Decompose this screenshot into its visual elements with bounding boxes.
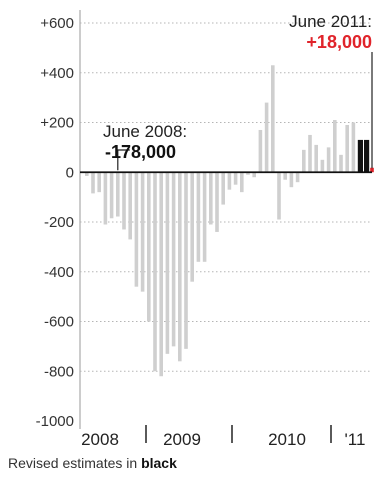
june-2008-label: June 2008:: [103, 122, 187, 141]
bar-monthly: [271, 65, 275, 173]
bar-monthly: [252, 172, 256, 178]
bar-monthly: [116, 172, 120, 217]
bar-monthly: [134, 172, 139, 287]
bar-revised: [364, 139, 370, 173]
bar-monthly: [233, 172, 238, 185]
bar-monthly: [165, 172, 170, 354]
bar-monthly: [128, 172, 132, 240]
bar-monthly: [320, 159, 325, 173]
bar-monthly: [302, 149, 306, 173]
footnote-prefix: Revised estimates in: [8, 455, 142, 471]
bar-monthly: [345, 124, 349, 173]
bar-monthly: [221, 172, 225, 205]
bar-monthly: [209, 172, 213, 225]
bar-monthly: [339, 154, 343, 173]
y-tick-label: -800: [44, 363, 74, 380]
bar-monthly: [283, 172, 287, 180]
bar-monthly: [103, 172, 108, 225]
bar-monthly: [326, 147, 331, 173]
y-tick-label: +600: [40, 15, 74, 32]
bar-monthly: [147, 172, 151, 322]
bar-monthly: [91, 172, 95, 194]
bar-monthly: [196, 172, 201, 262]
bar-monthly: [295, 172, 300, 183]
bar-monthly: [258, 129, 263, 173]
bar-monthly: [171, 172, 176, 347]
bar-monthly: [140, 172, 145, 292]
bar-monthly: [227, 172, 232, 190]
y-tick-label: -200: [44, 214, 74, 231]
bar-monthly: [314, 144, 318, 173]
june-2011-value: +18,000: [306, 32, 372, 52]
june-2008-leader: [117, 149, 130, 171]
bar-monthly: [153, 172, 157, 372]
bar-monthly: [159, 172, 163, 377]
y-tick-label: -400: [44, 264, 74, 281]
bar-monthly: [122, 172, 126, 230]
bar-monthly: [308, 134, 312, 173]
bar-monthly: [264, 102, 269, 173]
bar-monthly: [85, 172, 89, 176]
bar-monthly: [202, 172, 207, 262]
bar-monthly: [97, 172, 101, 193]
bar-monthly: [240, 172, 244, 193]
x-tick-label: 2009: [163, 430, 201, 449]
y-tick-label: +200: [40, 115, 74, 132]
june-2008-value: -178,000: [105, 142, 176, 162]
bar-monthly: [109, 172, 114, 219]
x-tick-label: 2008: [81, 430, 119, 449]
y-tick-label: -1000: [36, 413, 74, 430]
footnote-bold: black: [141, 455, 177, 471]
bar-monthly: [277, 172, 281, 220]
bar-revised: [357, 139, 363, 173]
bar-monthly: [190, 172, 194, 282]
bar-monthly: [246, 172, 250, 175]
x-tick-label: 2010: [268, 430, 306, 449]
bar-monthly: [333, 120, 337, 173]
bar-monthly: [215, 172, 219, 232]
bar-monthly: [351, 122, 356, 173]
bar-monthly: [178, 172, 182, 362]
y-tick-label: -600: [44, 314, 74, 331]
y-tick-label: 0: [66, 164, 74, 181]
x-tick-label: '11: [345, 430, 366, 449]
footnote: Revised estimates in black: [8, 455, 177, 471]
bar-monthly: [184, 172, 188, 349]
june-2011-label: June 2011:: [289, 12, 372, 31]
bar-latest: [370, 167, 374, 173]
y-tick-label: +400: [40, 65, 74, 82]
bar-monthly: [289, 172, 294, 188]
